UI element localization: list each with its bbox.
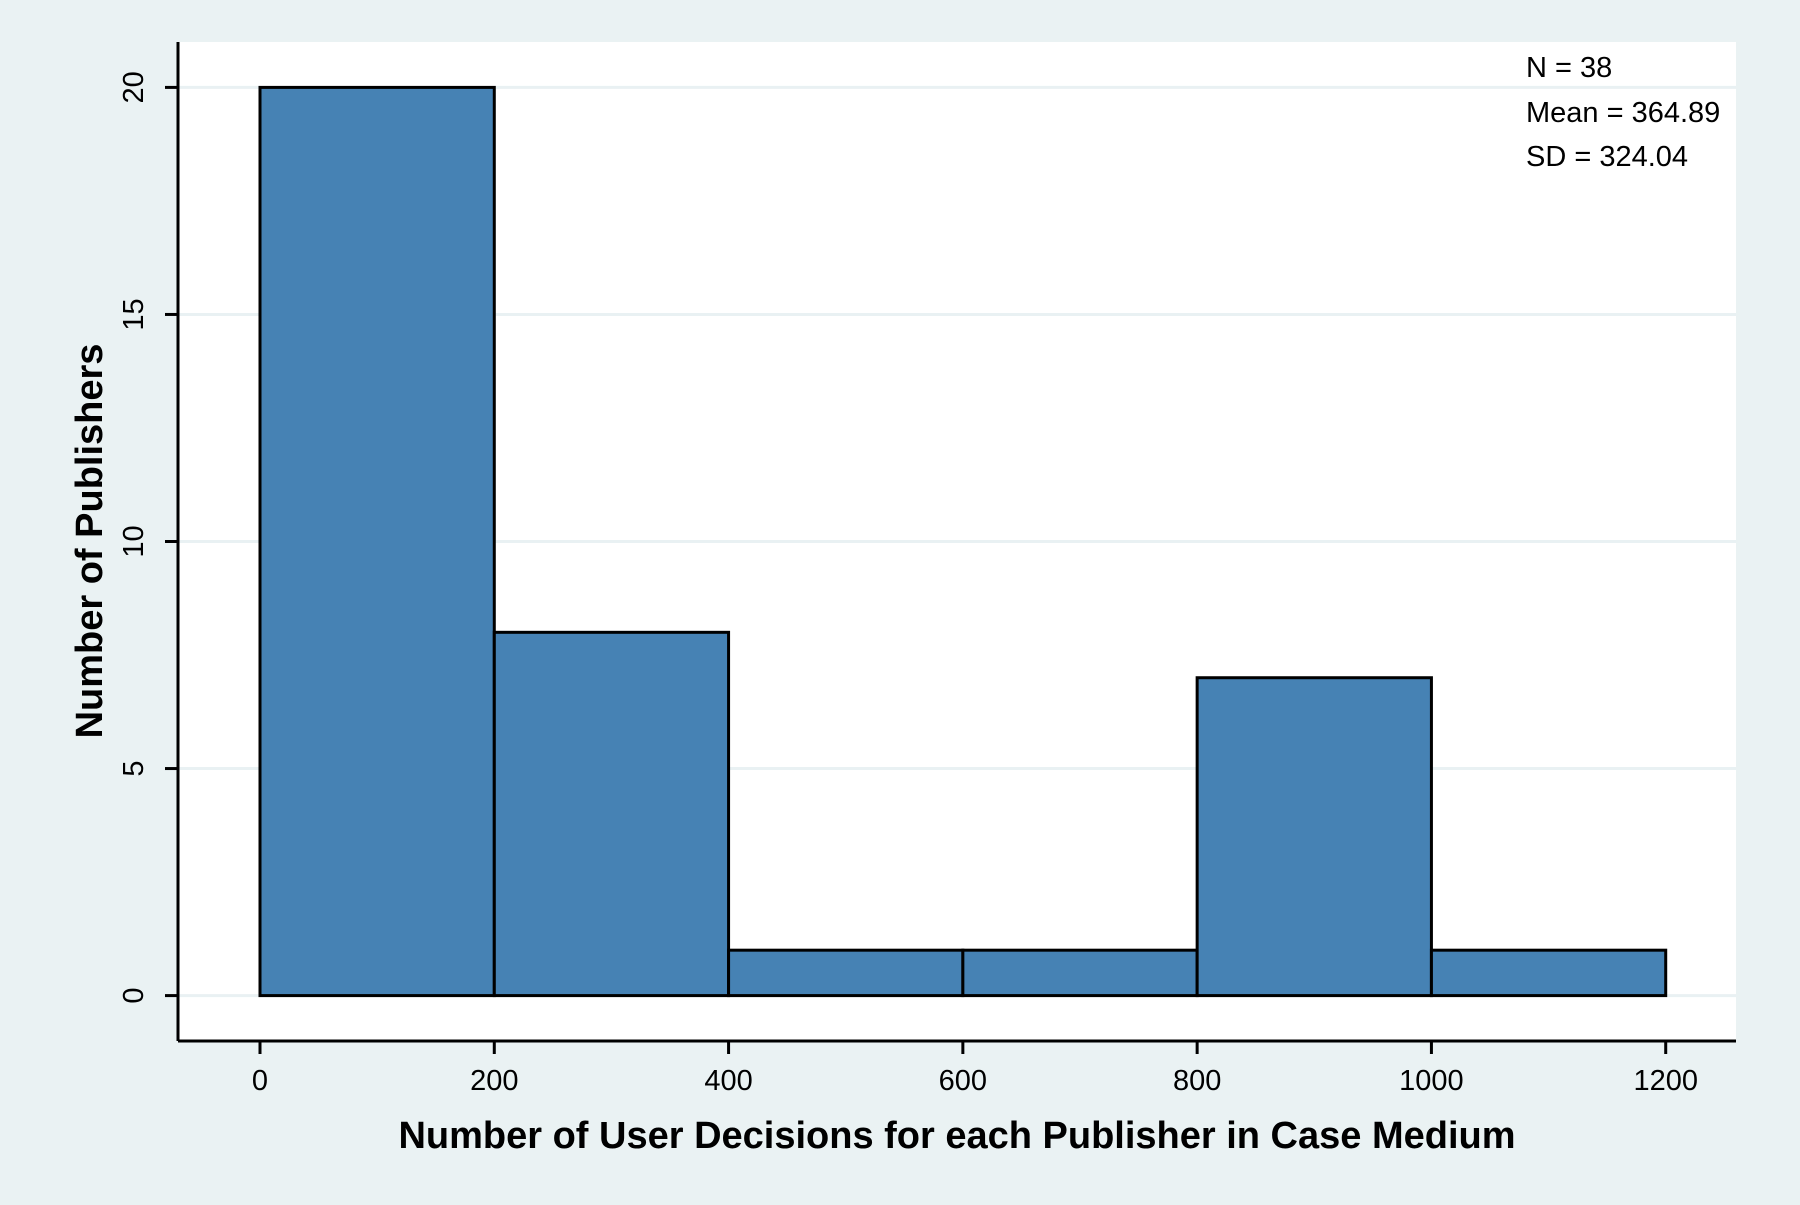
x-tick-label-800: 800 xyxy=(1173,1065,1221,1097)
y-tick-label-20: 20 xyxy=(118,71,150,103)
x-tick-label-0: 0 xyxy=(252,1065,268,1097)
y-axis-title: Number of Publishers xyxy=(69,344,111,739)
annotation-mean: Mean = 364.89 xyxy=(1526,97,1720,129)
x-axis-title: Number of User Decisions for each Publis… xyxy=(398,1115,1515,1157)
x-tick-label-1000: 1000 xyxy=(1399,1065,1464,1097)
histogram-bar-2 xyxy=(727,948,965,998)
annotation-n: N = 38 xyxy=(1526,52,1612,84)
histogram-bar-1 xyxy=(492,630,731,998)
stats-annotation: N = 38 Mean = 364.89 SD = 324.04 xyxy=(1526,52,1720,173)
bars xyxy=(258,85,1668,998)
y-tick-label-15: 15 xyxy=(118,298,150,330)
y-tick-label-0: 0 xyxy=(118,988,150,1004)
x-tick-label-1200: 1200 xyxy=(1633,1065,1698,1097)
x-tick-label-600: 600 xyxy=(939,1065,987,1097)
histogram-bar-5 xyxy=(1429,948,1668,998)
histogram-bar-3 xyxy=(961,948,1199,998)
annotation-sd: SD = 324.04 xyxy=(1526,141,1688,173)
y-ticks: 0 5 10 15 20 xyxy=(118,71,178,1004)
y-tick-label-5: 5 xyxy=(118,760,150,776)
histogram-bar-4 xyxy=(1195,676,1433,998)
x-tick-label-200: 200 xyxy=(470,1065,518,1097)
y-tick-label-10: 10 xyxy=(118,525,150,557)
x-tick-label-400: 400 xyxy=(704,1065,752,1097)
histogram-bar-0 xyxy=(258,85,496,998)
x-ticks: 0 200 400 600 800 1000 1200 xyxy=(252,1041,1698,1097)
